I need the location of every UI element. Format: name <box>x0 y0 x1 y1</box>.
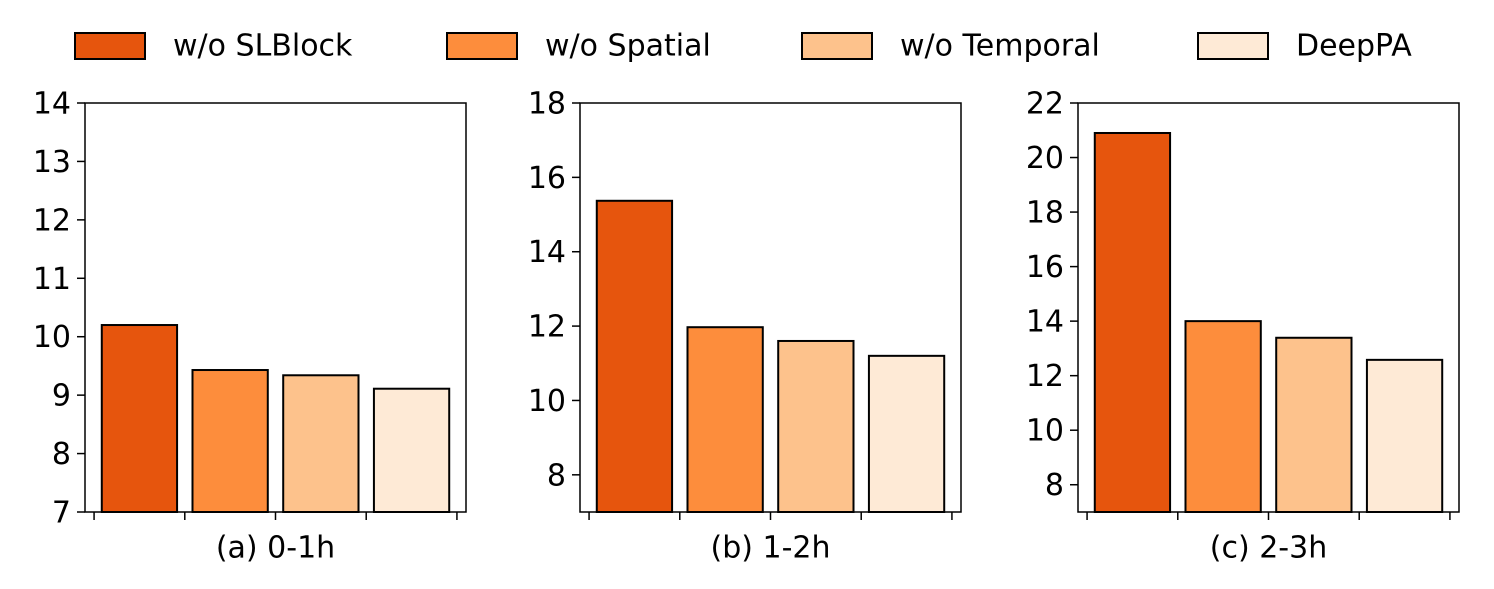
y-tick-label: 18 <box>1026 196 1064 231</box>
y-tick-label: 14 <box>33 87 71 122</box>
bar <box>282 374 360 513</box>
bar <box>1365 358 1444 513</box>
bar <box>100 324 179 513</box>
y-tick-label: 9 <box>52 379 71 414</box>
y-tick-label: 8 <box>547 458 566 493</box>
x-axis-label: (c) 2-3h <box>1210 531 1327 566</box>
y-tick-label: 14 <box>528 235 566 270</box>
y-tick-label: 10 <box>33 320 71 355</box>
bar <box>191 369 269 514</box>
legend-swatch <box>801 32 873 60</box>
x-axis-label: (a) 0-1h <box>216 531 335 566</box>
y-tick-label: 16 <box>1026 250 1064 285</box>
legend-label: DeepPA <box>1296 29 1412 64</box>
y-tick-label: 16 <box>528 161 566 196</box>
y-tick-label: 11 <box>33 262 71 297</box>
axes-frame <box>1077 102 1460 513</box>
axes-frame <box>84 102 467 513</box>
bar <box>867 354 946 513</box>
y-tick-label: 7 <box>52 496 71 531</box>
y-tick-label: 12 <box>1026 359 1064 394</box>
legend-label: w/o Spatial <box>545 29 711 64</box>
legend-swatch <box>1197 32 1269 60</box>
axes-frame <box>579 102 962 513</box>
bar <box>595 199 674 513</box>
y-tick-label: 12 <box>528 310 566 345</box>
y-tick-label: 13 <box>33 145 71 180</box>
y-tick-label: 8 <box>52 437 71 472</box>
y-tick-label: 18 <box>528 87 566 122</box>
y-tick-label: 20 <box>1026 141 1064 176</box>
legend-label: w/o SLBlock <box>173 29 353 64</box>
bar <box>372 387 451 514</box>
bar <box>686 326 764 513</box>
bar <box>1184 320 1262 513</box>
bar <box>777 339 855 513</box>
y-tick-label: 10 <box>1026 414 1064 449</box>
y-tick-label: 8 <box>1045 468 1064 503</box>
y-tick-label: 12 <box>33 203 71 238</box>
y-tick-label: 22 <box>1026 87 1064 122</box>
x-axis-label: (b) 1-2h <box>711 531 831 566</box>
legend-swatch <box>74 32 146 60</box>
y-tick-label: 14 <box>1026 305 1064 340</box>
legend-label: w/o Temporal <box>900 29 1100 64</box>
bar <box>1275 336 1353 513</box>
y-tick-label: 10 <box>528 384 566 419</box>
legend-swatch <box>446 32 518 60</box>
bar <box>1093 131 1172 513</box>
